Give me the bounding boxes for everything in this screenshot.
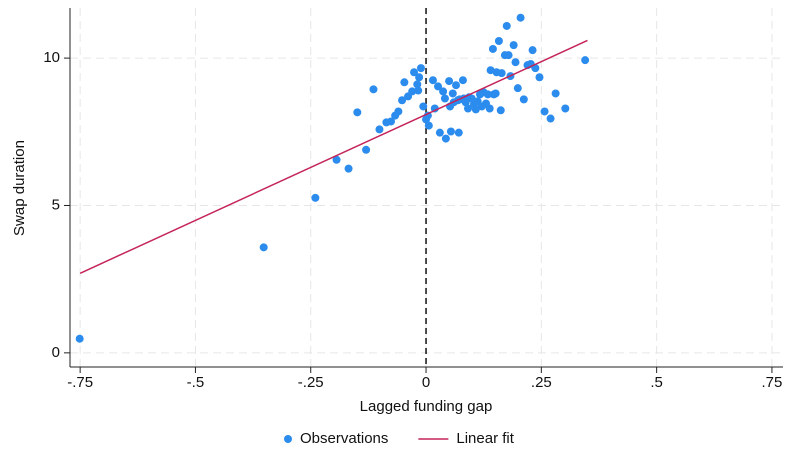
point <box>408 87 417 96</box>
y-axis-label: Swap duration <box>11 140 28 236</box>
point <box>419 102 428 111</box>
point <box>483 90 492 99</box>
point <box>375 125 384 134</box>
point <box>491 89 500 98</box>
point <box>502 21 511 30</box>
point <box>516 13 525 22</box>
point <box>400 78 409 87</box>
point <box>362 145 371 154</box>
point <box>416 64 425 73</box>
point <box>353 108 362 117</box>
point <box>458 76 467 85</box>
point <box>528 46 537 55</box>
point <box>386 117 395 126</box>
point <box>435 128 444 137</box>
legend-marker <box>284 435 292 443</box>
point <box>581 56 590 65</box>
y-tick-label: 10 <box>43 49 60 66</box>
point <box>485 104 494 113</box>
x-tick-label: 0 <box>422 374 430 391</box>
point <box>344 164 353 173</box>
point <box>452 81 461 90</box>
point <box>424 121 433 130</box>
point <box>551 89 560 98</box>
point <box>439 87 448 96</box>
point <box>509 41 518 50</box>
x-tick-label: .25 <box>531 374 552 391</box>
y-tick-label: 5 <box>52 196 60 213</box>
point <box>440 94 449 103</box>
fit-line <box>79 39 588 274</box>
point <box>398 96 407 105</box>
point <box>448 89 457 98</box>
x-tick-label: .5 <box>650 374 663 391</box>
point <box>423 111 432 120</box>
point <box>471 105 480 114</box>
point <box>535 73 544 82</box>
point <box>434 82 443 91</box>
point <box>413 80 422 89</box>
point <box>75 334 84 343</box>
y-tick-label: 0 <box>52 344 60 361</box>
point <box>513 84 522 93</box>
point <box>494 37 503 46</box>
point <box>561 104 570 113</box>
point <box>446 127 455 136</box>
legend-label: Linear fit <box>456 430 514 447</box>
point <box>488 44 497 53</box>
point <box>410 68 419 77</box>
point <box>430 104 439 113</box>
point <box>394 107 403 116</box>
point <box>497 69 506 78</box>
x-axis-label: Lagged funding gap <box>360 398 493 415</box>
point <box>441 134 450 143</box>
point <box>369 85 378 94</box>
x-tick-label: -.75 <box>67 374 93 391</box>
point <box>531 64 540 73</box>
point <box>311 193 320 202</box>
point <box>511 58 520 67</box>
point <box>454 128 463 137</box>
point <box>504 51 513 60</box>
point <box>332 155 341 164</box>
x-tick-label: -.25 <box>298 374 324 391</box>
point <box>540 107 549 116</box>
legend-label: Observations <box>300 430 388 447</box>
point <box>519 95 528 104</box>
point <box>414 86 423 95</box>
point <box>259 243 268 252</box>
point <box>415 73 424 82</box>
point <box>445 77 454 86</box>
point <box>496 106 505 115</box>
point <box>464 104 473 113</box>
x-tick-label: -.5 <box>187 374 205 391</box>
x-tick-label: .75 <box>762 374 783 391</box>
point <box>546 114 555 123</box>
point <box>428 76 437 85</box>
